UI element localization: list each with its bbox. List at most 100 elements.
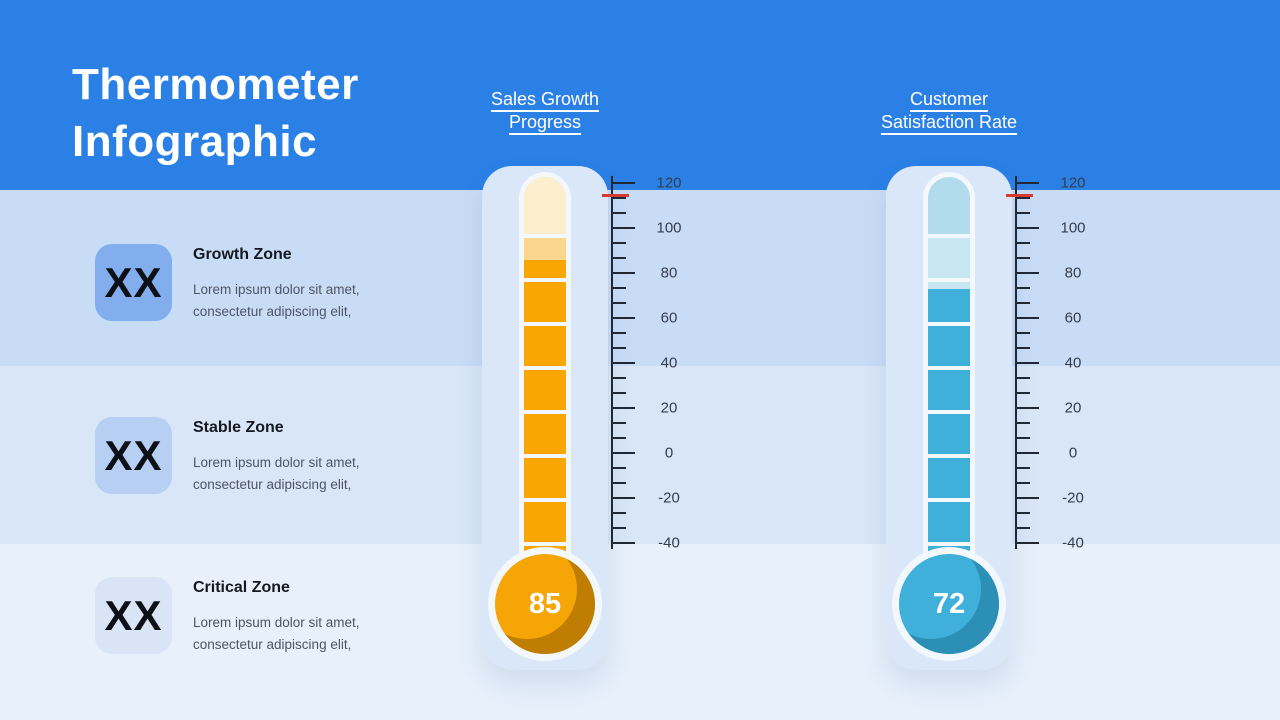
thermometer-value: 72 <box>932 587 966 620</box>
scale-tick <box>611 197 626 199</box>
scale-tick <box>611 302 626 304</box>
thermometer-value: 85 <box>528 587 562 620</box>
scale-tick <box>1015 392 1030 394</box>
scale-tick <box>1015 182 1039 184</box>
tube-cap <box>524 177 566 234</box>
scale-tick <box>1015 212 1030 214</box>
zone-title: Critical Zone <box>193 579 290 596</box>
tube-segment-divider <box>928 498 970 502</box>
scale-tick <box>611 512 626 514</box>
scale-tick <box>1015 437 1030 439</box>
tube-segment-divider <box>524 410 566 414</box>
thermometer-tube-outline <box>923 172 975 556</box>
tube-segment-divider <box>928 366 970 370</box>
bulb: 85 <box>495 554 595 654</box>
scale-tick-label: -20 <box>1062 489 1084 507</box>
scale-tick <box>1015 362 1039 364</box>
scale-tick <box>1015 482 1030 484</box>
tube-segment-divider <box>524 234 566 238</box>
scale-tick-label: 60 <box>660 309 678 327</box>
scale-tick-label: 80 <box>660 264 678 282</box>
scale-tick <box>611 452 635 454</box>
tube-segment-divider <box>928 542 970 546</box>
scale-tick <box>1015 347 1030 349</box>
zone-description-line2: consectetur adipiscing elit, <box>193 636 352 652</box>
thermometer-title-line2: Progress <box>508 112 582 132</box>
scale-tick-label: 40 <box>660 354 678 372</box>
tube-segment-divider <box>928 234 970 238</box>
scale-tick <box>1015 467 1030 469</box>
scale-tick <box>611 422 626 424</box>
zone-icon-box: XX <box>95 417 172 494</box>
scale-tick <box>611 332 626 334</box>
band-stable <box>0 366 1280 544</box>
temperature-scale: 120 100 80 60 40 20 0 -20 -40 <box>602 174 706 552</box>
tube-segment-divider <box>928 322 970 326</box>
scale-tick-label: -40 <box>1062 534 1084 552</box>
thermometer-title-line1: Sales Growth <box>490 89 600 109</box>
scale-max-marker <box>1006 194 1033 197</box>
scale-tick <box>611 287 626 289</box>
scale-tick <box>1015 377 1030 379</box>
scale-tick <box>611 542 635 544</box>
thermometer-body: 85 <box>482 166 608 670</box>
scale-tick-label: 60 <box>1064 309 1082 327</box>
tube-segment-divider <box>524 278 566 282</box>
scale-tick <box>1015 512 1030 514</box>
thermometer-tube-outline <box>519 172 571 556</box>
page-title: Thermometer Infographic <box>72 56 359 170</box>
tube-segment-divider <box>524 366 566 370</box>
tube-segment-divider <box>928 278 970 282</box>
zone-description: Lorem ipsum dolor sit amet, consectetur … <box>193 612 423 655</box>
zone-icon-box: XX <box>95 577 172 654</box>
bulb-ring: 85 <box>488 547 602 661</box>
scale-tick-label: 0 <box>664 444 674 462</box>
scale-tick <box>1015 422 1030 424</box>
zone-description-line1: Lorem ipsum dolor sit amet, <box>193 615 360 630</box>
scale-tick-label: 100 <box>656 219 682 237</box>
page-title-line2: Infographic <box>72 117 318 166</box>
tube-cap <box>928 177 970 234</box>
scale-tick-label: 100 <box>1060 219 1086 237</box>
scale-tick <box>611 347 626 349</box>
scale-tick-label: 40 <box>1064 354 1082 372</box>
scale-tick-label: -20 <box>658 489 680 507</box>
scale-max-marker <box>602 194 629 197</box>
thermometer-title-link[interactable]: Customer Satisfaction Rate <box>839 88 1059 134</box>
scale-tick <box>611 527 626 529</box>
scale-tick <box>1015 332 1030 334</box>
zone-description-line2: consectetur adipiscing elit, <box>193 303 352 319</box>
bulb: 72 <box>899 554 999 654</box>
scale-tick <box>1015 257 1030 259</box>
zone-description: Lorem ipsum dolor sit amet, consectetur … <box>193 452 423 495</box>
scale-tick <box>1015 302 1030 304</box>
thermometer-body: 72 <box>886 166 1012 670</box>
tube-fill <box>928 289 970 551</box>
tube-segment-divider <box>524 498 566 502</box>
scale-tick <box>611 482 626 484</box>
scale-tick <box>1015 407 1039 409</box>
scale-tick <box>611 242 626 244</box>
zone-icon-label: XX <box>104 431 163 479</box>
thermometer-title-link[interactable]: Sales Growth Progress <box>435 88 655 134</box>
band-critical <box>0 544 1280 720</box>
scale-tick <box>611 467 626 469</box>
scale-tick <box>1015 317 1039 319</box>
thermometer-customer-satisfaction: Customer Satisfaction Rate 72 120 100 80 60… <box>881 0 1126 720</box>
thermometer-sales-growth: Sales Growth Progress 85 120 100 80 60 40 20 0… <box>482 0 722 720</box>
header-band <box>0 0 1280 190</box>
scale-tick-label: -40 <box>658 534 680 552</box>
scale-tick-label: 0 <box>1068 444 1078 462</box>
scale-tick <box>611 362 635 364</box>
thermometer-tube <box>928 177 970 551</box>
scale-tick <box>1015 227 1039 229</box>
scale-tick-label: 20 <box>1064 399 1082 417</box>
zone-description-line1: Lorem ipsum dolor sit amet, <box>193 455 360 470</box>
thermometer-title-line1: Customer <box>909 89 989 109</box>
scale-tick <box>611 377 626 379</box>
scale-tick-label: 80 <box>1064 264 1082 282</box>
tube-segment-divider <box>524 454 566 458</box>
scale-tick-label: 120 <box>656 174 682 192</box>
band-growth <box>0 190 1280 366</box>
page-title-line1: Thermometer <box>72 60 359 109</box>
